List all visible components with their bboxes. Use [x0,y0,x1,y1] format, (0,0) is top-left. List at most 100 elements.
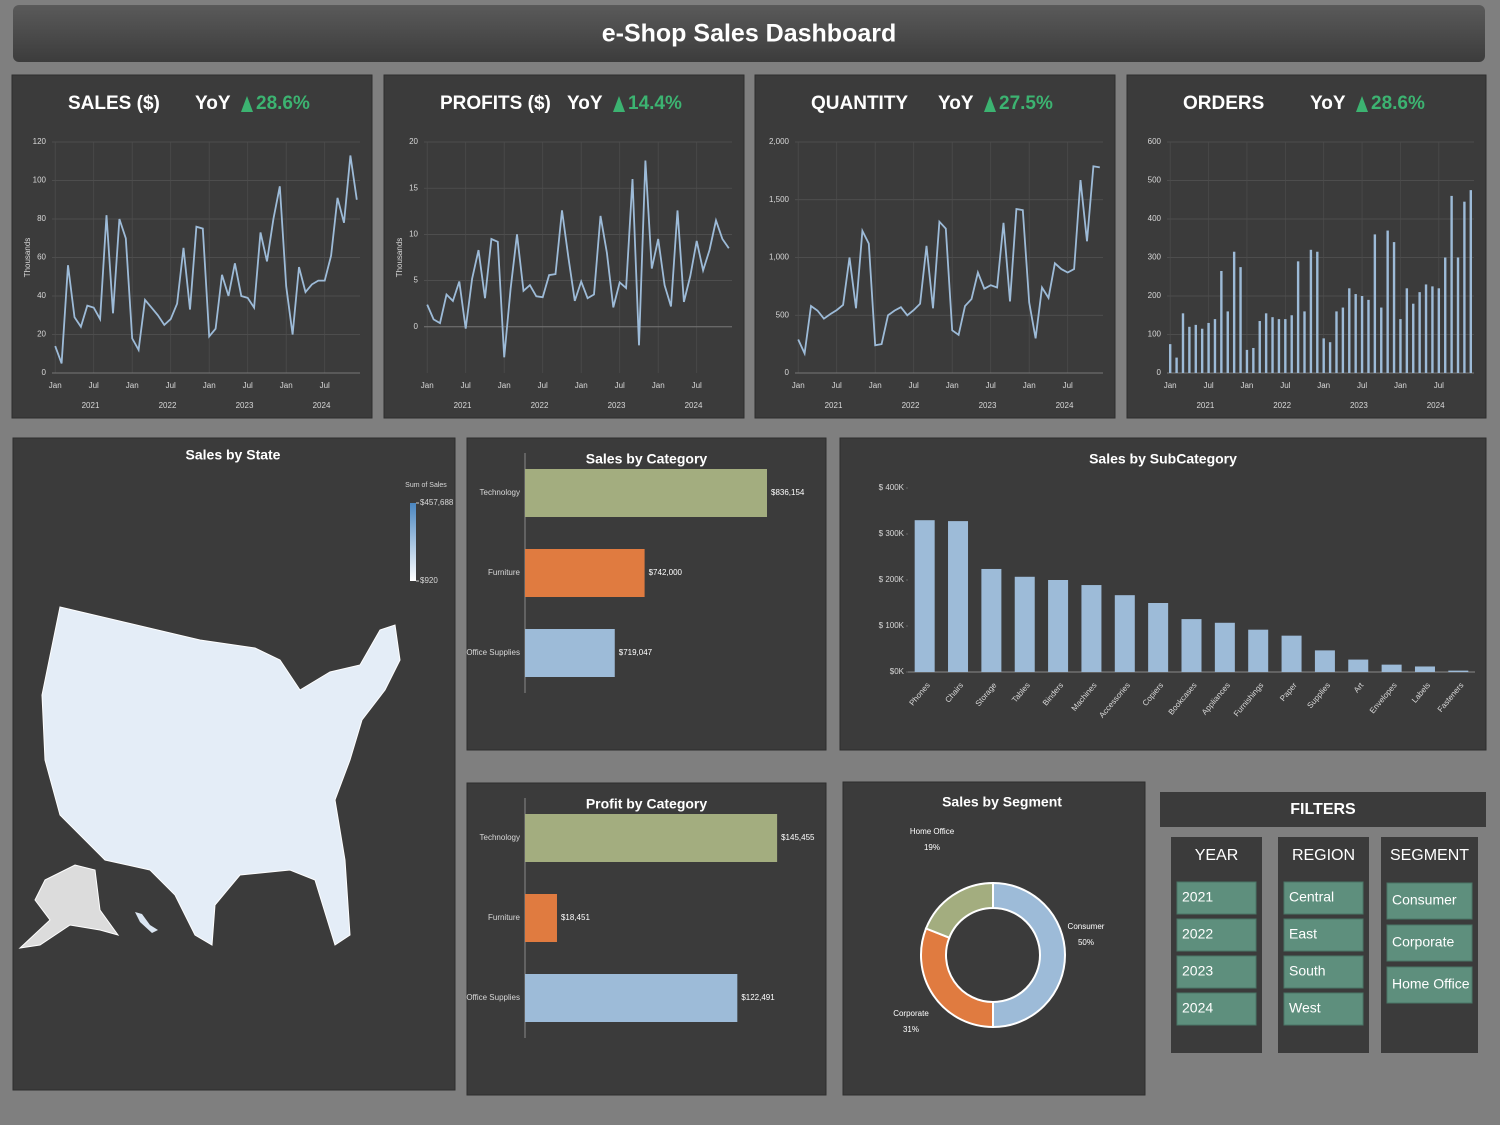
filter-option[interactable]: 2022 [1182,926,1213,942]
filter-option[interactable]: Corporate [1392,934,1454,950]
category-label: Furniture [488,913,521,922]
filter-button[interactable] [1283,918,1364,952]
kpi-title: ORDERS [1183,93,1264,114]
y-tick-label: 200 [1148,291,1162,300]
year-label: 2023 [979,401,997,410]
panel [839,437,1487,751]
color-legend [410,503,416,581]
x-tick-label: Jan [792,381,805,390]
bar [1148,603,1169,672]
year-label: 2024 [685,401,703,410]
value-label: $18,451 [561,913,590,922]
bar [914,520,935,672]
hawaii [135,912,158,933]
filter-button[interactable] [1176,992,1257,1026]
filter-button[interactable] [1283,992,1364,1026]
x-tick-label: Jan [498,381,511,390]
kpi-title: QUANTITY [811,93,908,114]
category-label: Technology [480,833,520,842]
bar [1469,190,1473,373]
y-tick-label: $ 300K [879,529,905,538]
bar [1431,286,1434,373]
year-label: 2021 [82,401,100,410]
y-tick-label: 2,000 [769,137,790,146]
year-label: 2021 [1196,401,1214,410]
bar [981,568,1002,672]
y-tick-label: 20 [409,137,418,146]
bar [1316,251,1319,373]
year-label: 2022 [902,401,920,410]
y-tick-label: 120 [33,137,47,146]
y-tick-label: 20 [37,330,46,339]
bar [1380,307,1383,373]
y-tick-label: 0 [1157,368,1162,377]
bar [525,629,615,677]
filter-button[interactable] [1176,955,1257,989]
filter-option[interactable]: 2021 [1182,889,1213,905]
bar [1181,313,1185,373]
x-tick-label: Jan [203,381,216,390]
year-label: 2023 [236,401,254,410]
yoy-up-arrow [984,96,996,112]
bar [1348,288,1351,373]
filter-option[interactable]: West [1289,1000,1321,1016]
bar [1296,261,1300,373]
filter-button[interactable] [1283,881,1364,915]
bar [525,894,557,942]
chart-title: Sales by State [186,447,281,463]
filter-option[interactable]: 2023 [1182,963,1213,979]
filter-button[interactable] [1176,881,1257,915]
series-line [426,160,730,358]
category-label: Furniture [488,568,521,577]
x-tick-label: Jan [575,381,588,390]
filter-button[interactable] [1283,955,1364,989]
bar [1258,321,1261,373]
bar [1194,324,1197,373]
legend-title: Sum of Sales [405,482,447,489]
filter-option[interactable]: Central [1289,889,1334,905]
filter-group-title: REGION [1292,847,1355,864]
x-tick-label: Jul [615,381,625,390]
x-tick-label: Jan [1164,381,1177,390]
bar [1360,296,1364,373]
panel [754,74,1116,419]
filter-button[interactable] [1386,966,1473,1004]
y-tick-label: 0 [785,368,790,377]
x-tick-label: Jan [1023,381,1036,390]
filter-option[interactable]: East [1289,926,1317,942]
x-tick-label: Jul [909,381,919,390]
chart-title: Sales by SubCategory [1089,451,1237,467]
segment-label: Home Office [910,827,955,836]
segment-value: 31% [903,1025,919,1034]
filter-option[interactable]: Home Office [1392,976,1470,992]
filter-option[interactable]: Consumer [1392,892,1457,908]
value-label: $122,491 [741,993,775,1002]
x-tick-label: Jan [126,381,139,390]
bar [1437,288,1441,373]
bar [1188,326,1191,373]
filter-button[interactable] [1386,882,1473,920]
filter-button[interactable] [1176,918,1257,952]
bar [1424,284,1428,373]
y-tick-label: 100 [33,176,47,185]
bar [1418,292,1421,373]
x-tick-label: Jul [1434,381,1444,390]
panel [11,74,373,419]
year-label: 2024 [1427,401,1445,410]
yoy-label: YoY [567,93,603,114]
y-tick-label: 10 [409,230,418,239]
bar [1014,576,1035,672]
x-tick-label: Jan [280,381,293,390]
alaska [18,864,120,949]
yoy-value: 27.5% [999,93,1053,114]
filter-option[interactable]: South [1289,963,1326,979]
yoy-label: YoY [1310,93,1346,114]
bar [1048,580,1069,672]
x-tick-label: Jul [832,381,842,390]
bar [948,521,969,672]
y-tick-label: 0 [414,322,419,331]
bar [525,974,738,1022]
filter-button[interactable] [1386,924,1473,962]
filter-option[interactable]: 2024 [1182,1000,1213,1016]
